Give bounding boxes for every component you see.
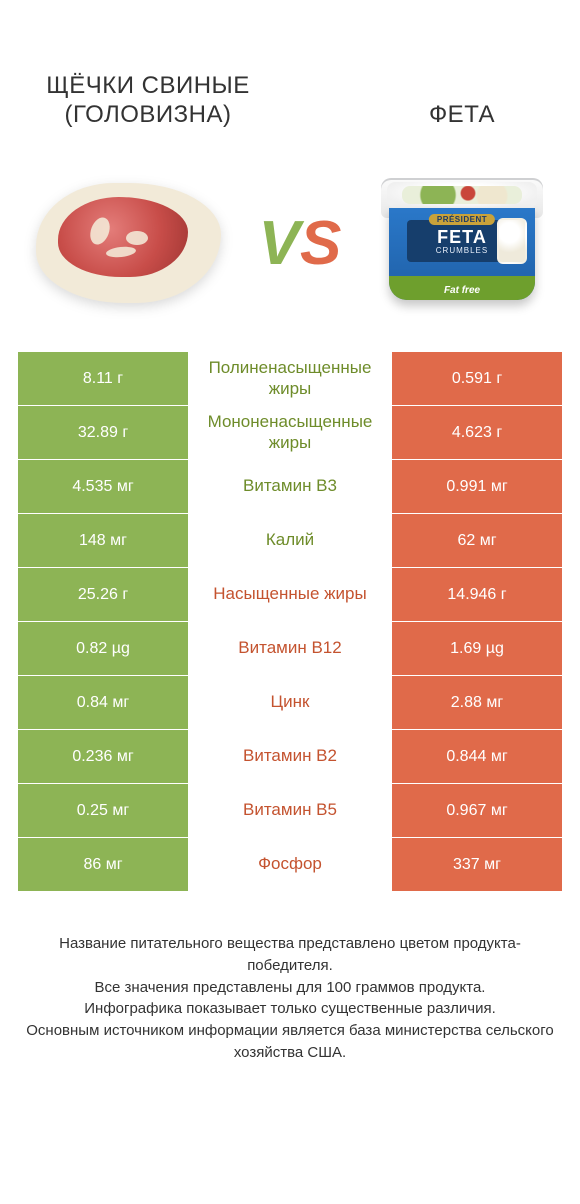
footnote-line: Все значения представлены для 100 граммо… [26,977,554,999]
footnote: Название питательного вещества представл… [18,933,562,1064]
value-a: 0.236 мг [18,730,188,783]
product-b-title: ФЕТА [362,101,562,130]
meat-illustration [36,183,221,303]
value-b: 1.69 µg [392,622,562,675]
value-b: 14.946 г [392,568,562,621]
nutrient-name: Фосфор [188,838,392,891]
value-a: 25.26 г [18,568,188,621]
comparison-table: 8.11 гПолиненасыщенные жиры0.591 г32.89 … [18,352,562,891]
value-b: 0.591 г [392,352,562,405]
value-a: 0.82 µg [18,622,188,675]
value-b: 0.844 мг [392,730,562,783]
vs-label: VS [238,208,362,279]
table-row: 0.236 мгВитамин B20.844 мг [18,729,562,783]
value-b: 4.623 г [392,406,562,459]
table-row: 86 мгФосфор337 мг [18,837,562,891]
product-a-image [18,168,238,318]
footnote-line: Название питательного вещества представл… [26,933,554,977]
value-a: 8.11 г [18,352,188,405]
table-row: 32.89 гМононенасыщенные жиры4.623 г [18,405,562,459]
table-row: 8.11 гПолиненасыщенные жиры0.591 г [18,352,562,405]
nutrient-name: Насыщенные жиры [188,568,392,621]
value-a: 4.535 мг [18,460,188,513]
value-a: 0.84 мг [18,676,188,729]
table-row: 0.84 мгЦинк2.88 мг [18,675,562,729]
value-b: 337 мг [392,838,562,891]
value-a: 0.25 мг [18,784,188,837]
table-row: 148 мгКалий62 мг [18,513,562,567]
value-b: 0.991 мг [392,460,562,513]
nutrient-name: Витамин B3 [188,460,392,513]
value-a: 32.89 г [18,406,188,459]
table-row: 4.535 мгВитамин B30.991 мг [18,459,562,513]
nutrient-name: Мононенасыщенные жиры [188,406,392,459]
tub-brand: PRÉSIDENT [429,214,495,225]
vs-v: V [259,208,300,279]
product-a-title: ЩЁЧКИ СВИНЫЕ (ГОЛОВИЗНА) [18,72,278,130]
value-a: 86 мг [18,838,188,891]
table-row: 25.26 гНасыщенные жиры14.946 г [18,567,562,621]
product-b-image: PRÉSIDENT FETA CRUMBLES Fat free [362,168,562,318]
tub-big-text: FETA [437,228,487,246]
value-a: 148 мг [18,514,188,567]
nutrient-name: Полиненасыщенные жиры [188,352,392,405]
value-b: 2.88 мг [392,676,562,729]
feta-tub-illustration: PRÉSIDENT FETA CRUMBLES Fat free [377,178,547,308]
tub-sub-text: CRUMBLES [436,246,488,255]
footnote-line: Основным источником информации является … [26,1020,554,1064]
nutrient-name: Калий [188,514,392,567]
nutrient-name: Витамин B2 [188,730,392,783]
table-row: 0.25 мгВитамин B50.967 мг [18,783,562,837]
value-b: 62 мг [392,514,562,567]
footnote-line: Инфографика показывает только существенн… [26,998,554,1020]
nutrient-name: Витамин B5 [188,784,392,837]
nutrient-name: Цинк [188,676,392,729]
vs-s: S [300,208,341,279]
value-b: 0.967 мг [392,784,562,837]
nutrient-name: Витамин B12 [188,622,392,675]
tub-fatfree: Fat free [444,285,480,296]
table-row: 0.82 µgВитамин B121.69 µg [18,621,562,675]
